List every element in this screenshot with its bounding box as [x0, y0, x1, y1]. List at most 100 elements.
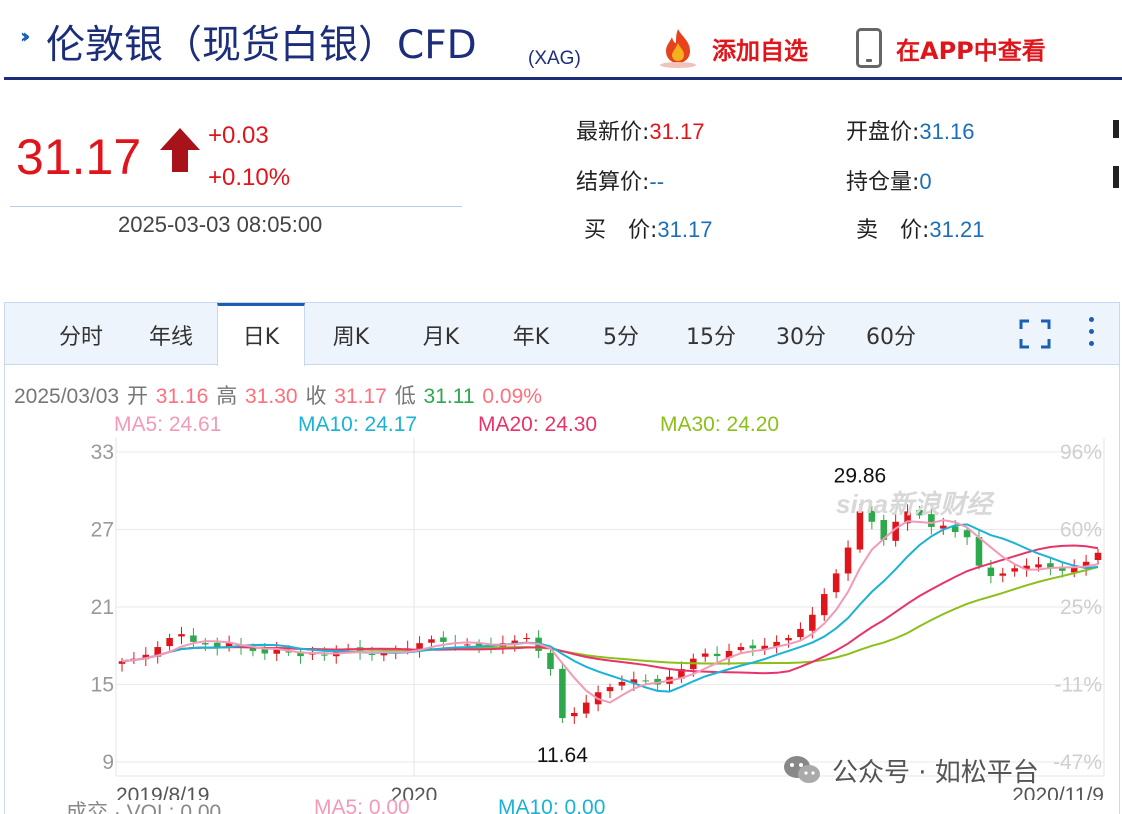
- wechat-icon: [784, 756, 820, 783]
- tab-year-line[interactable]: 年线: [148, 325, 193, 350]
- candle-body: [154, 647, 161, 657]
- candle-body: [987, 567, 995, 576]
- candle-body: [440, 637, 447, 642]
- ma10-line: [121, 523, 1099, 693]
- low-label: 低: [394, 385, 416, 408]
- field-value: 31.17: [657, 217, 713, 242]
- wechat-account-text: 公众号 · 如松平台: [832, 757, 1039, 788]
- low-value: 31.11: [423, 385, 475, 408]
- latest-price-field: 最新价:31.17: [576, 114, 704, 146]
- field-label: 持仓量:: [846, 170, 920, 195]
- candle-body: [1011, 568, 1018, 572]
- field-label: 买 价:: [584, 218, 658, 243]
- fullscreen-icon[interactable]: [1019, 319, 1051, 349]
- candle-body: [904, 511, 911, 524]
- price-annotation: 11.64: [537, 744, 588, 767]
- tab-5min[interactable]: 5分: [603, 325, 639, 350]
- more-options-icon[interactable]: [1087, 317, 1095, 351]
- clipped-text-fragment: [1113, 120, 1119, 138]
- field-value: 0: [919, 169, 932, 194]
- candle-body: [749, 645, 757, 649]
- tab-intraday[interactable]: 分时: [58, 325, 103, 350]
- header-divider: [4, 77, 1122, 80]
- tab-daily-k[interactable]: 日K: [217, 303, 305, 366]
- settlement-price-field: 结算价:--: [576, 164, 664, 196]
- candle-body: [630, 679, 638, 684]
- y-pct-tick-label: -47%: [1053, 751, 1102, 774]
- tab-monthly-k[interactable]: 月K: [422, 325, 460, 350]
- x-tick-label: 2020/11/9: [1012, 784, 1104, 800]
- tab-weekly-k[interactable]: 周K: [332, 325, 370, 350]
- candlestick-chart[interactable]: 33 96% 27 60% 21 25% 15 -11% 9 -47% 29.86 11.64 2019…: [0, 430, 1122, 800]
- candle-body: [1082, 561, 1090, 568]
- candle-body: [523, 638, 530, 639]
- candle-body: [856, 511, 864, 550]
- volume-legend: 成交 · VOL: 0.00: [66, 801, 222, 814]
- candle-body: [297, 651, 304, 657]
- candle-body: [797, 628, 804, 638]
- change-pct-value: 0.09%: [482, 385, 542, 408]
- chart-panel: 分时 年线 日K 周K 月K 年K 5分 15分 30分 60分: [4, 302, 1120, 814]
- candle-body: [273, 649, 281, 654]
- candle-body: [416, 643, 423, 651]
- close-value: 31.17: [334, 385, 387, 408]
- tab-15min[interactable]: 15分: [686, 325, 736, 350]
- y-tick-label: 15: [91, 674, 114, 697]
- candle-body: [642, 680, 649, 682]
- candle-body: [928, 514, 935, 527]
- candle-body: [1023, 565, 1030, 569]
- candle-body: [249, 647, 257, 651]
- volume-ma10-legend: MA10: 0.00: [498, 796, 606, 814]
- ohlc-date: 2025/03/03: [14, 385, 120, 408]
- tab-60min[interactable]: 60分: [866, 325, 916, 350]
- candle-body: [773, 641, 780, 648]
- high-label: 高: [216, 385, 238, 408]
- candle-body: [916, 510, 923, 516]
- chart-grid: [115, 438, 1105, 777]
- y-pct-tick-label: -11%: [1055, 674, 1102, 697]
- tab-30min[interactable]: 30分: [776, 325, 826, 350]
- candle-body: [309, 653, 316, 655]
- candle-body: [701, 653, 709, 657]
- open-interest-field: 持仓量:0: [846, 164, 932, 196]
- candle-body: [380, 653, 388, 656]
- candle-body: [321, 654, 328, 656]
- chart-tab-bar: 分时 年线 日K 周K 月K 年K 5分 15分 30分 60分: [5, 303, 1119, 366]
- candle-body: [202, 643, 209, 645]
- field-label: 最新价:: [576, 120, 650, 145]
- instrument-code: (XAG): [528, 48, 581, 69]
- ask-price-field: 卖 价:31.21: [856, 212, 984, 244]
- y-tick-label: 33: [91, 441, 114, 464]
- candle-body: [142, 654, 150, 660]
- add-favorite-button[interactable]: 添加自选: [656, 26, 808, 70]
- candle-body: [571, 712, 578, 717]
- add-favorite-label: 添加自选: [712, 36, 808, 65]
- ma30-legend: MA30: 24.20: [660, 413, 780, 436]
- candle-body: [725, 650, 733, 658]
- candle-body: [368, 653, 376, 655]
- up-arrow-icon: [160, 128, 200, 172]
- candle-body: [1059, 566, 1066, 571]
- candle-body: [892, 521, 899, 541]
- candle-body: [963, 530, 971, 538]
- candle-body: [951, 526, 959, 533]
- candle-body: [832, 573, 840, 593]
- price-change: +0.03: [208, 122, 269, 149]
- candle-body: [213, 642, 221, 649]
- view-in-app-button[interactable]: 在APP中查看: [856, 26, 1046, 70]
- tab-yearly-k[interactable]: 年K: [512, 325, 550, 350]
- candle-body: [618, 681, 626, 686]
- candle-body: [868, 510, 876, 522]
- y-pct-tick-label: 25%: [1060, 596, 1102, 619]
- price-annotation: 29.86: [834, 465, 887, 488]
- candle-body: [428, 639, 435, 643]
- candle-body: [285, 651, 292, 653]
- ohlc-readout: 2025/03/03 开 31.16 高 31.30 收 31.17 低 31.…: [14, 380, 544, 410]
- bid-price-field: 买 价:31.17: [584, 212, 712, 244]
- x-tick-label: 2019/8/19: [116, 784, 209, 800]
- y-tick-label: 21: [91, 596, 114, 619]
- instrument-title: 伦敦银（现货白银）CFD: [46, 23, 477, 68]
- candle-body: [1035, 564, 1042, 568]
- candle-body: [844, 547, 852, 574]
- page-header: ›› 伦敦银（现货白银）CFD (XAG) 添加自选 在APP中查看: [0, 0, 1122, 80]
